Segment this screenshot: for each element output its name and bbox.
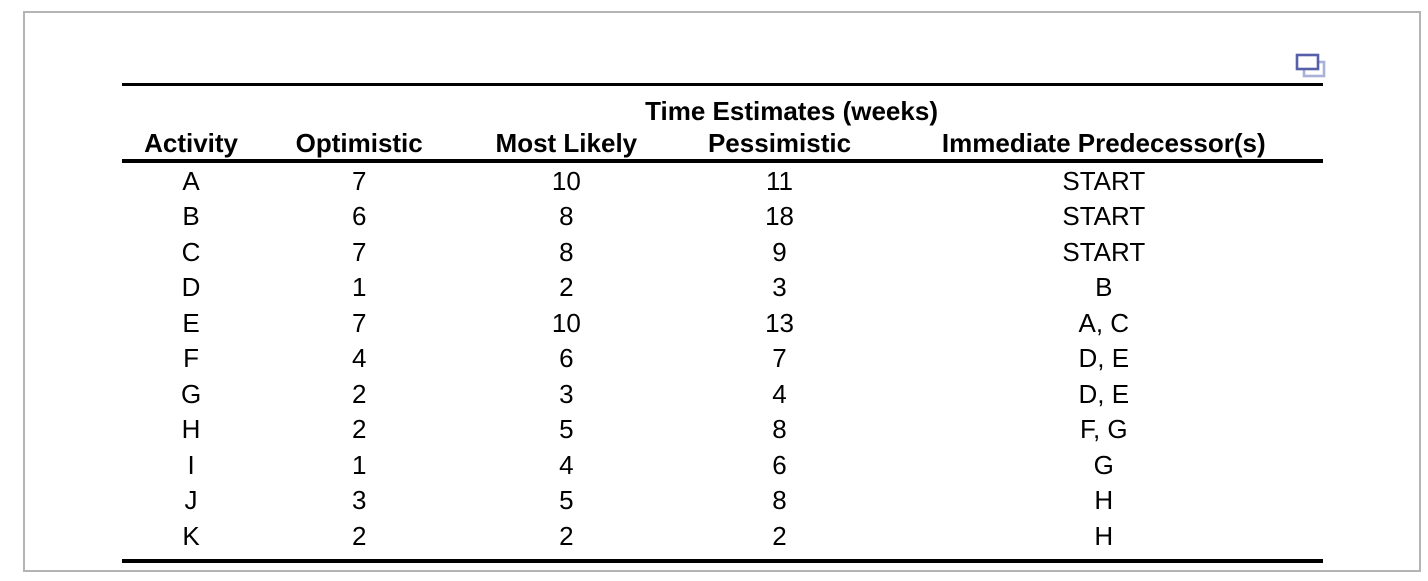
col-header-predecessors: Immediate Predecessor(s) (941, 127, 1266, 158)
copy-icon[interactable] (1293, 52, 1327, 81)
col-header-optimistic: Optimistic (295, 127, 423, 158)
table-group-header-row: Time Estimates (weeks) (122, 86, 1323, 126)
cell-optimistic: 2 (351, 378, 367, 409)
cell-optimistic: 3 (351, 485, 367, 516)
cell-activity: F (183, 343, 199, 374)
cell-optimistic: 7 (351, 307, 367, 338)
cell-pessimistic: 7 (772, 343, 787, 374)
table-header-row: Activity Optimistic Most Likely Pessimis… (122, 126, 1323, 159)
table-row: I 1 4 6 G (122, 447, 1323, 483)
cell-most-likely: 8 (559, 236, 574, 267)
cell-activity: C (181, 236, 201, 267)
cell-predecessors: START (1062, 165, 1146, 196)
cell-most-likely: 5 (559, 414, 574, 445)
cell-optimistic: 6 (351, 201, 367, 232)
col-header-most-likely: Most Likely (495, 127, 638, 158)
cell-predecessors: G (1093, 449, 1114, 480)
cell-predecessors: START (1062, 236, 1146, 267)
cell-most-likely: 6 (559, 343, 574, 374)
cell-most-likely: 2 (559, 272, 574, 303)
table-row: J 3 5 8 H (122, 483, 1323, 519)
cell-activity: B (182, 201, 200, 232)
cell-predecessors: D, E (1078, 378, 1130, 409)
cell-predecessors: A, C (1078, 307, 1130, 338)
cell-most-likely: 10 (551, 307, 581, 338)
cell-pessimistic: 6 (772, 449, 787, 480)
cell-activity: E (182, 307, 200, 338)
cell-most-likely: 2 (559, 520, 574, 551)
table-group-header: Time Estimates (weeks) (645, 96, 938, 126)
col-header-pessimistic: Pessimistic (707, 127, 852, 158)
cell-most-likely: 3 (559, 378, 574, 409)
cell-most-likely: 8 (559, 201, 574, 232)
cell-predecessors: H (1094, 520, 1114, 551)
table-bottom-rule (122, 558, 1323, 563)
cell-activity: H (181, 414, 201, 445)
cell-optimistic: 1 (351, 449, 367, 480)
cell-pessimistic: 18 (765, 201, 794, 232)
content-frame (23, 11, 1421, 572)
cell-most-likely: 4 (559, 449, 574, 480)
cell-activity: G (180, 378, 202, 409)
table-row: G 2 3 4 D, E (122, 376, 1323, 412)
time-estimates-table: Time Estimates (weeks) Activity Optimist… (122, 83, 1323, 563)
cell-predecessors: START (1062, 201, 1146, 232)
cell-predecessors: B (1095, 272, 1113, 303)
table-row: A 7 10 11 START (122, 163, 1323, 199)
cell-pessimistic: 4 (772, 378, 787, 409)
cell-optimistic: 1 (351, 272, 367, 303)
cell-pessimistic: 8 (772, 485, 787, 516)
cell-pessimistic: 2 (772, 520, 787, 551)
cell-pessimistic: 13 (765, 307, 794, 338)
cell-optimistic: 2 (351, 414, 367, 445)
cell-most-likely: 5 (559, 485, 574, 516)
cell-optimistic: 4 (351, 343, 367, 374)
table-top-rule (122, 83, 1323, 86)
cell-activity: K (182, 520, 200, 551)
col-header-activity: Activity (144, 127, 239, 158)
cell-pessimistic: 8 (772, 414, 787, 445)
cell-predecessors: F, G (1079, 414, 1128, 445)
cell-pessimistic: 3 (772, 272, 787, 303)
cell-pessimistic: 11 (766, 165, 794, 196)
cell-pessimistic: 9 (772, 236, 787, 267)
cell-predecessors: H (1094, 485, 1114, 516)
copy-icon-glyph (1295, 53, 1326, 78)
table-row: H 2 5 8 F, G (122, 412, 1323, 448)
cell-most-likely: 10 (551, 165, 581, 196)
table-header-rule (122, 159, 1323, 163)
cell-optimistic: 7 (351, 165, 367, 196)
cell-activity: J (184, 485, 198, 516)
cell-predecessors: D, E (1078, 343, 1130, 374)
table-row: E 7 10 13 A, C (122, 305, 1323, 341)
table-row: B 6 8 18 START (122, 199, 1323, 235)
table-row: F 4 6 7 D, E (122, 341, 1323, 377)
cell-activity: I (187, 449, 195, 480)
table-body: A 7 10 11 START B 6 8 18 START C 7 8 9 S… (122, 163, 1323, 554)
cell-activity: A (182, 165, 200, 196)
cell-optimistic: 7 (351, 236, 367, 267)
cell-activity: D (181, 272, 201, 303)
cell-optimistic: 2 (351, 520, 367, 551)
table-row: C 7 8 9 START (122, 234, 1323, 270)
table-row: D 1 2 3 B (122, 270, 1323, 306)
table-row: K 2 2 2 H (122, 518, 1323, 554)
